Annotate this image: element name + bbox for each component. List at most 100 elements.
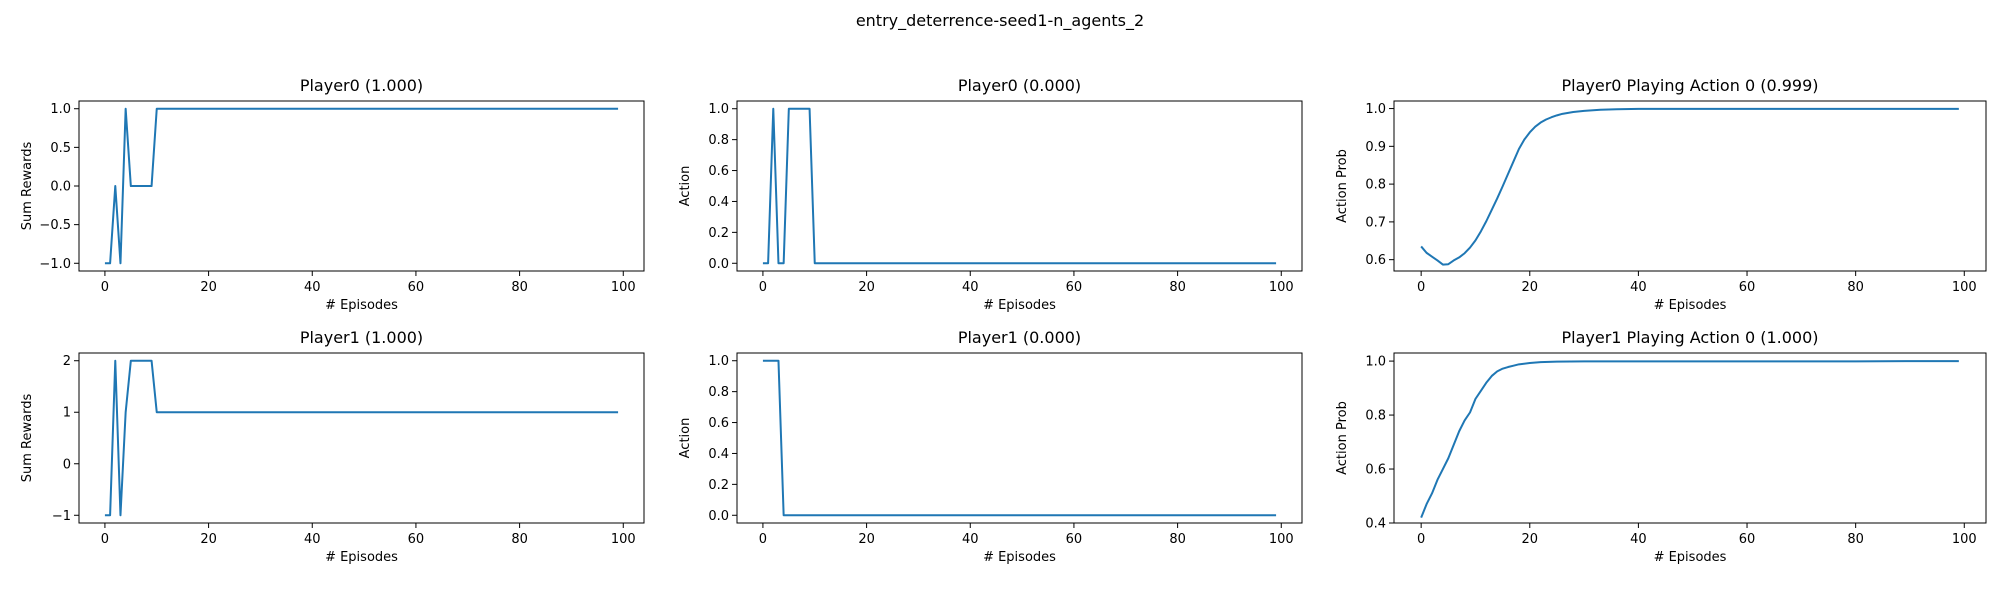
y-tick-label: −1.0 (39, 257, 71, 272)
y-axis-label: Action Prob (1335, 149, 1350, 223)
x-tick-label: 20 (200, 280, 217, 295)
y-tick-label: 1 (63, 406, 71, 421)
y-tick-label: 0.8 (708, 133, 729, 148)
x-tick-label: 20 (200, 532, 217, 547)
x-tick-label: 0 (101, 532, 109, 547)
y-axis-label: Action (678, 418, 693, 459)
series-line (1420, 360, 1959, 518)
axes-frame (78, 352, 645, 524)
x-tick-label: 40 (1630, 280, 1647, 295)
y-tick-label: 0.2 (708, 226, 729, 241)
x-tick-label: 100 (611, 280, 636, 295)
x-tick-label: 100 (1269, 280, 1294, 295)
x-tick-label: 100 (1952, 280, 1977, 295)
x-tick-label: 40 (1630, 532, 1647, 547)
series-line (762, 359, 1277, 517)
subplot-title: Player0 Playing Action 0 (0.999) (1562, 76, 1819, 95)
y-tick-label: 0.6 (708, 416, 729, 431)
y-tick-label: 1.0 (708, 354, 729, 369)
x-tick-label: 80 (511, 532, 528, 547)
x-axis-label: # Episodes (983, 550, 1056, 565)
x-tick-label: 60 (408, 532, 425, 547)
y-tick-label: 1.0 (1365, 355, 1386, 370)
axes-frame (736, 100, 1303, 272)
x-tick-label: 80 (1847, 280, 1864, 295)
x-tick-label: 100 (1952, 532, 1977, 547)
x-tick-label: 20 (1522, 280, 1539, 295)
x-tick-label: 60 (1066, 280, 1083, 295)
x-tick-label: 80 (1169, 532, 1186, 547)
x-tick-label: 40 (304, 280, 321, 295)
x-tick-label: 20 (1522, 532, 1539, 547)
y-tick-label: 0.0 (708, 257, 729, 272)
subplot-title: Player1 (1.000) (300, 328, 423, 347)
subplot-6: Player1 Playing Action 0 (1.000) 0 20 40 60 8… (1335, 328, 1987, 565)
subplot-title: Player1 Playing Action 0 (1.000) (1562, 328, 1819, 347)
y-tick-label: 0.8 (708, 385, 729, 400)
y-tick-label: 0.4 (708, 447, 729, 462)
x-tick-label: 40 (962, 280, 979, 295)
x-tick-label: 60 (408, 280, 425, 295)
x-tick-label: 100 (1269, 532, 1294, 547)
y-tick-label: 0.0 (50, 180, 71, 195)
subplot-2: Player0 (0.000) 0 20 40 60 80 100 0.0 0.2 0.4 0.6 0… (678, 76, 1303, 313)
y-tick-label: −0.5 (39, 218, 71, 233)
x-tick-label: 0 (1417, 532, 1425, 547)
y-tick-label: 0.6 (1365, 463, 1386, 478)
y-tick-label: 1.0 (50, 102, 71, 117)
x-tick-label: 60 (1739, 532, 1756, 547)
x-axis-label: # Episodes (983, 298, 1056, 313)
subplot-5: Player1 (0.000) 0 20 40 60 80 100 0.0 0.2 0.4 0.6 0… (678, 328, 1303, 565)
y-tick-label: 0.6 (1365, 253, 1386, 268)
x-tick-label: 60 (1066, 532, 1083, 547)
x-tick-label: 0 (1417, 280, 1425, 295)
figure-suptitle: entry_deterrence-seed1-n_agents_2 (856, 11, 1144, 31)
subplot-title: Player1 (0.000) (958, 328, 1081, 347)
axes-frame (736, 352, 1303, 524)
y-tick-label: 0.8 (1365, 409, 1386, 424)
y-axis-label: Sum Rewards (20, 142, 35, 231)
y-tick-label: 0.5 (50, 141, 71, 156)
y-tick-label: 1.0 (1365, 102, 1386, 117)
y-tick-label: 0.6 (708, 164, 729, 179)
subplot-title: Player0 (1.000) (300, 76, 423, 95)
series-line (1420, 107, 1959, 266)
x-tick-label: 0 (759, 280, 767, 295)
x-tick-label: 20 (858, 280, 875, 295)
x-tick-label: 60 (1739, 280, 1756, 295)
x-tick-label: 20 (858, 532, 875, 547)
x-tick-label: 80 (1847, 532, 1864, 547)
series-line (104, 359, 619, 517)
x-tick-label: 80 (1169, 280, 1186, 295)
y-tick-label: 0.2 (708, 478, 729, 493)
series-line (104, 107, 619, 265)
x-axis-label: # Episodes (1654, 298, 1727, 313)
subplot-3: Player0 Playing Action 0 (0.999) 0 20 40 60 8… (1335, 76, 1987, 313)
series-line (762, 107, 1277, 265)
y-tick-label: 0.0 (708, 509, 729, 524)
y-tick-label: 0.7 (1365, 215, 1386, 230)
x-tick-label: 100 (611, 532, 636, 547)
x-axis-label: # Episodes (1654, 550, 1727, 565)
y-tick-label: 0.8 (1365, 178, 1386, 193)
y-axis-label: Action Prob (1335, 401, 1350, 475)
axes-frame (1393, 352, 1987, 524)
x-tick-label: 0 (101, 280, 109, 295)
axes-frame (1393, 100, 1987, 272)
y-tick-label: 0 (63, 457, 71, 472)
subplot-1: Player0 (1.000) 0 20 40 60 80 100 −1.0 −0.5 0.0 0.… (20, 76, 645, 313)
y-tick-label: 2 (63, 354, 71, 369)
x-tick-label: 40 (962, 532, 979, 547)
y-axis-label: Action (678, 166, 693, 207)
y-axis-label: Sum Rewards (20, 394, 35, 483)
subplot-title: Player0 (0.000) (958, 76, 1081, 95)
x-axis-label: # Episodes (325, 550, 398, 565)
x-tick-label: 80 (511, 280, 528, 295)
y-tick-label: 0.4 (708, 195, 729, 210)
y-tick-label: 0.9 (1365, 140, 1386, 155)
x-tick-label: 0 (759, 532, 767, 547)
y-tick-label: 0.4 (1365, 517, 1386, 532)
axes-frame (78, 100, 645, 272)
x-tick-label: 40 (304, 532, 321, 547)
